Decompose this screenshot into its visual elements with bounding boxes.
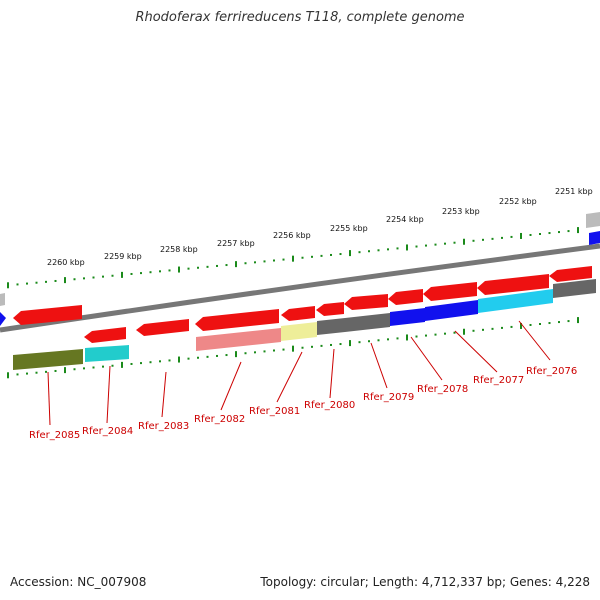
kbp-labels: 2260 kbp 2259 kbp 2258 kbp 2257 kbp 2256 kbp…	[47, 187, 593, 267]
kbp-label: 2252 kbp	[499, 197, 537, 206]
gene-bar-gray-3	[553, 279, 596, 298]
edge-gene-blue-left	[0, 312, 6, 326]
gene-bar-olive	[13, 349, 83, 370]
kbp-label: 2253 kbp	[442, 207, 480, 216]
kbp-label: 2254 kbp	[386, 215, 424, 224]
gene-bar-cyan	[478, 289, 553, 313]
gene-callout-line	[47, 371, 51, 426]
gene-bar-gray-2	[345, 313, 390, 332]
map-title: Rhodoferax ferrireducens T118, complete …	[135, 10, 465, 25]
gene-label: Rfer_2085	[29, 430, 80, 441]
gene-callout-line	[454, 330, 498, 373]
genome-backbone	[0, 243, 600, 333]
gene-bar-blue-1	[390, 308, 425, 326]
gene-arrow-forward-5	[281, 306, 315, 321]
gene-label: Rfer_2081	[249, 406, 300, 417]
gene-arrow-forward-9	[423, 282, 477, 301]
gene-bar-blue-2	[425, 300, 478, 321]
forward-strand-genes	[13, 266, 592, 343]
gene-label: Rfer_2077	[473, 375, 524, 386]
gene-arrow-forward-4	[195, 309, 279, 331]
gene-callout-line	[276, 351, 303, 403]
gene-label: Rfer_2076	[526, 366, 577, 377]
kbp-label: 2258 kbp	[160, 245, 198, 254]
kbp-label: 2251 kbp	[555, 187, 593, 196]
gene-label: Rfer_2082	[194, 414, 245, 425]
gene-arrow-forward-11	[549, 266, 592, 282]
gene-arrow-forward-8	[388, 289, 423, 305]
edge-gene-gray-left	[0, 293, 5, 306]
topology-text: Topology: circular; Length: 4,712,337 bp…	[260, 575, 590, 589]
gene-label: Rfer_2079	[363, 392, 414, 403]
kbp-label: 2255 kbp	[330, 224, 368, 233]
outer-kbp-ticks	[7, 227, 579, 289]
gene-arrow-forward-10	[477, 274, 549, 295]
kbp-label: 2256 kbp	[273, 231, 311, 240]
gene-arrow-forward-6	[316, 302, 344, 316]
gene-callout-line	[220, 361, 242, 411]
gene-label: Rfer_2078	[417, 384, 468, 395]
gene-label: Rfer_2080	[304, 400, 355, 411]
gene-arrow-forward-7	[344, 294, 388, 310]
gene-bar-teal	[85, 345, 129, 362]
gene-labels: Rfer_2085 Rfer_2084 Rfer_2083 Rfer_2082 Rfer…	[29, 366, 577, 441]
gene-callout-line	[518, 320, 551, 361]
kbp-label: 2259 kbp	[104, 252, 142, 261]
gene-callout-line	[161, 371, 167, 418]
gene-bar-gray-1	[317, 318, 345, 335]
inner-kbp-ticks	[7, 317, 579, 379]
gene-arrow-forward-2	[84, 327, 126, 343]
gene-label: Rfer_2083	[138, 421, 189, 432]
gene-bar-yellow	[281, 322, 317, 341]
kbp-label: 2260 kbp	[47, 258, 85, 267]
gene-label-callouts	[47, 320, 551, 426]
gene-callout-line	[106, 365, 111, 424]
gene-label: Rfer_2084	[82, 426, 133, 437]
gene-arrow-forward-1	[13, 305, 82, 325]
gene-callout-line	[410, 336, 443, 381]
gene-callout-line	[329, 348, 335, 399]
accession-text: Accession: NC_007908	[10, 575, 147, 589]
gene-callout-line	[370, 342, 388, 389]
gene-bar-pink	[196, 328, 281, 351]
edge-gene-gray-right	[586, 212, 600, 228]
gene-color-bars	[13, 279, 596, 370]
edge-gene-blue-right	[589, 231, 600, 245]
gene-arrow-forward-3	[136, 319, 189, 336]
kbp-label: 2257 kbp	[217, 239, 255, 248]
